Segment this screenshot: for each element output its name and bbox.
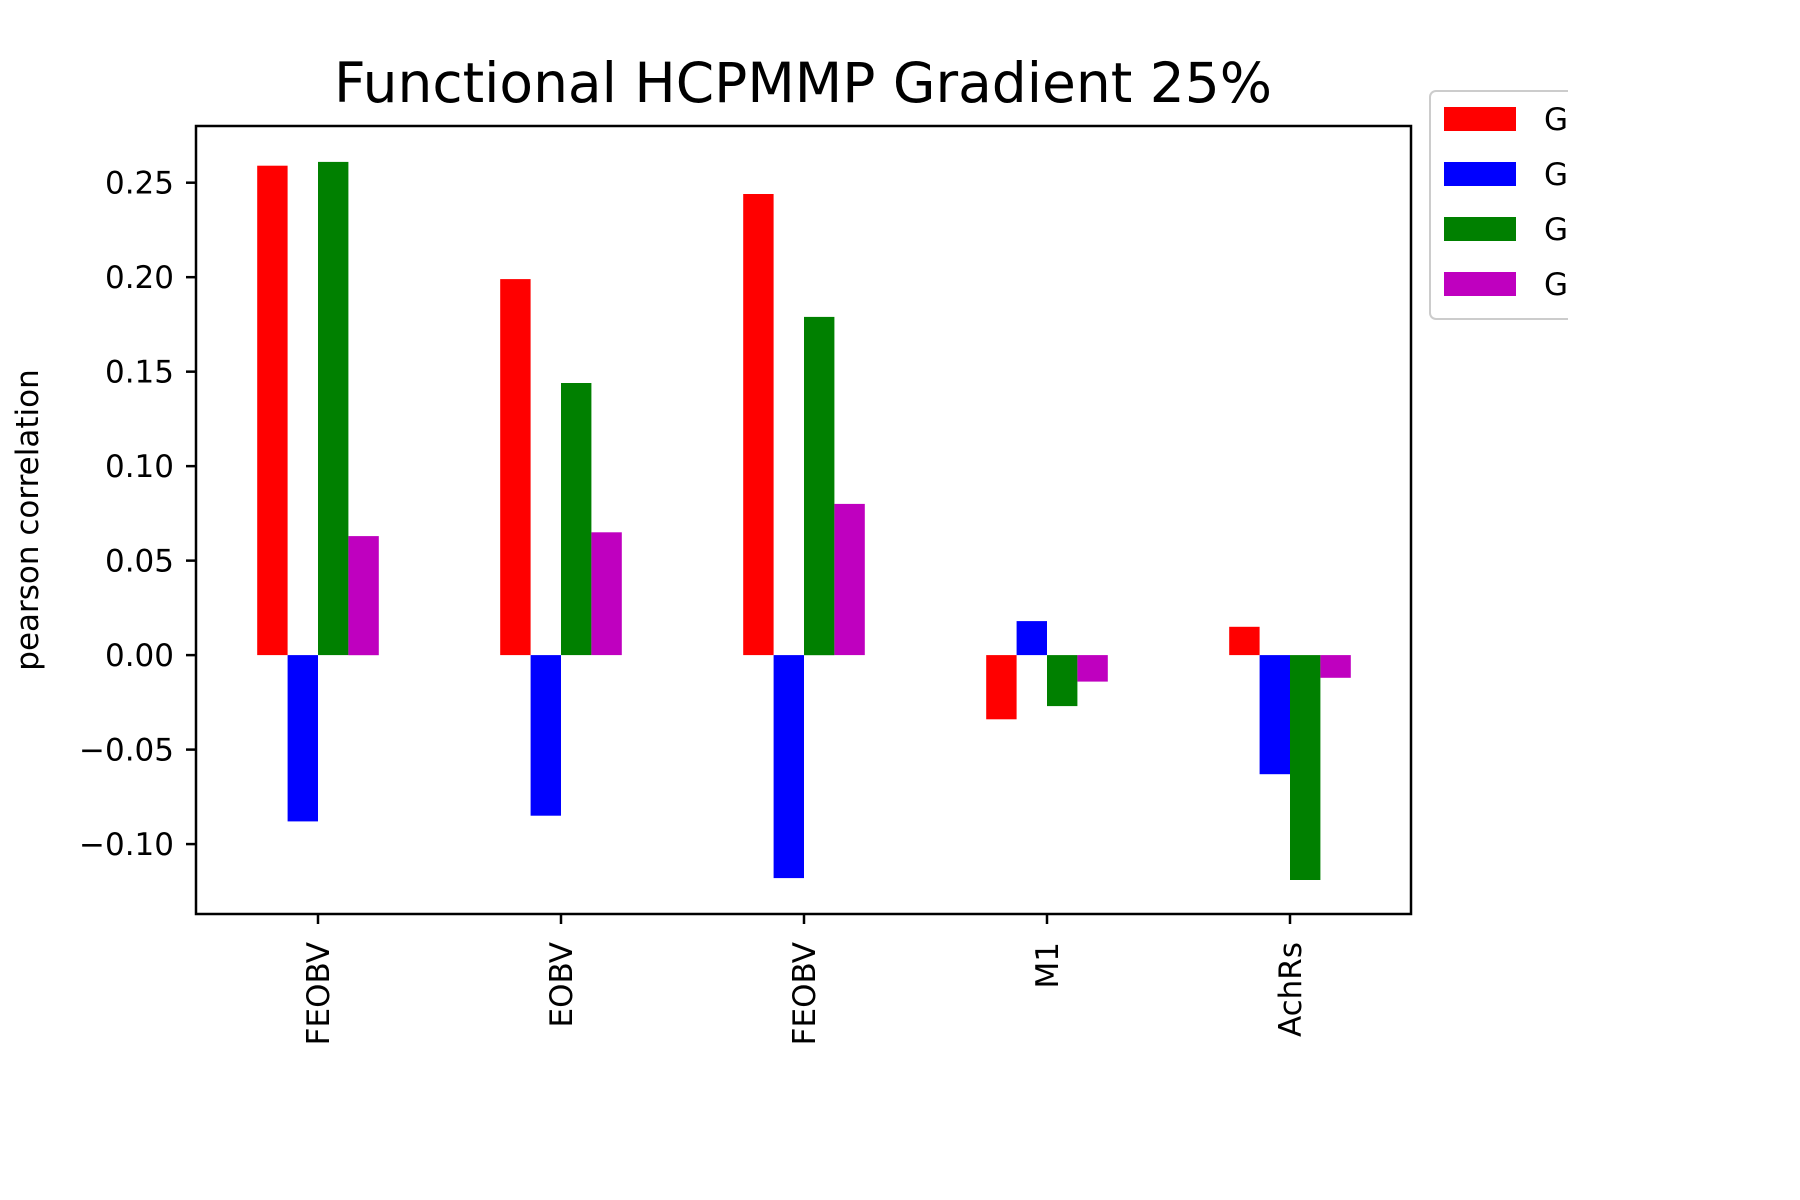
x-tick-label: EOBV — [544, 942, 580, 1028]
y-tick-label: 0.00 — [105, 638, 174, 674]
bar — [1016, 621, 1047, 656]
legend-swatch — [1444, 217, 1516, 241]
legend-label: G — [1544, 157, 1568, 193]
legend-swatch — [1444, 162, 1516, 186]
bar — [834, 503, 865, 656]
x-axis: FEOBV EOBV FEOBV M1 AchRs — [301, 914, 1309, 1045]
bar — [986, 655, 1017, 720]
bar — [348, 536, 379, 656]
legend-label: G — [1544, 102, 1568, 138]
y-tick-label: −0.05 — [79, 733, 174, 769]
y-axis: −0.10 −0.05 0.00 0.05 0.10 0.15 0.20 0.25 — [79, 166, 196, 863]
legend-swatch — [1444, 107, 1516, 131]
y-tick-label: 0.20 — [105, 260, 174, 296]
y-tick-label: 0.25 — [105, 166, 174, 202]
plot-area-frame — [194, 124, 1413, 916]
x-tick-label: M1 — [1030, 942, 1066, 988]
x-tick-label: AchRs — [1273, 942, 1309, 1037]
y-tick-label: 0.05 — [105, 544, 174, 580]
bar — [1047, 655, 1078, 707]
bar — [500, 279, 531, 656]
bar — [773, 655, 804, 879]
bar — [561, 383, 592, 656]
bar — [287, 655, 318, 822]
bar — [530, 655, 561, 816]
y-tick-label: 0.15 — [105, 355, 174, 391]
bar — [257, 165, 288, 656]
bar — [1259, 655, 1290, 775]
bars-group — [257, 161, 1351, 880]
bar — [591, 532, 622, 656]
bar — [1320, 655, 1351, 678]
legend-label: G — [1544, 267, 1568, 303]
bar — [1229, 626, 1260, 656]
y-axis-label: pearson correlation — [10, 369, 46, 670]
bar — [1290, 655, 1321, 880]
bar — [743, 194, 774, 656]
bar-chart: Functional HCPMMP Gradient 25% pearson c… — [10, 51, 1591, 1045]
chart-title: Functional HCPMMP Gradient 25% — [334, 51, 1272, 115]
y-tick-label: 0.10 — [105, 449, 174, 485]
chart-container: Functional HCPMMP Gradient 25% pearson c… — [10, 51, 1591, 1045]
y-tick-label: −0.10 — [79, 827, 174, 863]
bar — [318, 161, 349, 656]
legend-label: G — [1544, 212, 1568, 248]
x-tick-label: FEOBV — [787, 942, 823, 1045]
bar — [804, 316, 835, 656]
x-tick-label: FEOBV — [301, 942, 337, 1045]
legend-swatch — [1444, 272, 1516, 296]
bar — [1077, 655, 1108, 682]
